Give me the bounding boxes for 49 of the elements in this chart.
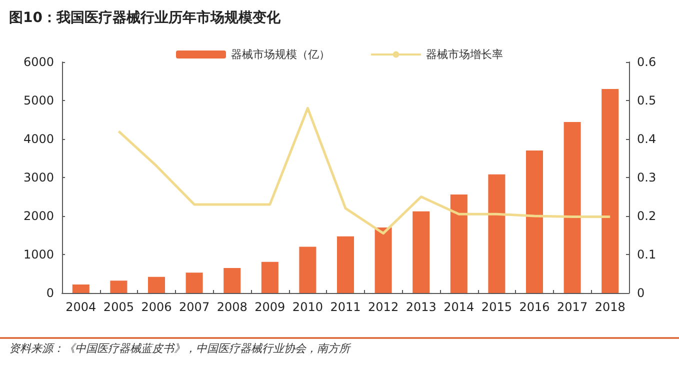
bar (374, 228, 392, 293)
x-tick-label: 2012 (368, 300, 399, 314)
x-tick-label: 2015 (481, 300, 512, 314)
text: 资料来源：《中国医疗器械蓝皮书》，中国医疗器械行业协会，南方所 (9, 342, 352, 355)
y-tick-label: 1000 (23, 248, 54, 262)
bar (526, 150, 544, 293)
bar (564, 122, 581, 293)
x-tick-label: 2004 (66, 300, 96, 314)
y2-tick-label: 0.1 (637, 248, 656, 262)
x-tick-label: 2018 (594, 300, 626, 314)
bar (110, 280, 128, 293)
y2-tick-label: 0.2 (637, 209, 656, 223)
bar (450, 194, 468, 293)
y-tick-label: 0 (46, 286, 54, 300)
y-tick-label: 4000 (23, 132, 54, 146)
y2-tick-label: 0 (637, 286, 645, 300)
x-tick-label: 2006 (141, 300, 172, 314)
x-tick-label: 2014 (444, 300, 474, 314)
bar (261, 262, 278, 293)
x-tick-label: 2013 (406, 300, 436, 314)
legend-label: 器械市场增长率 (426, 48, 503, 61)
y2-tick-label: 0.4 (637, 132, 656, 146)
x-tick-label: 2007 (179, 300, 210, 314)
bar (602, 88, 619, 293)
y2-tick-label: 0.6 (637, 55, 656, 69)
legend-label: 器械市场规模（亿） (231, 48, 330, 61)
y2-tick-label: 0.3 (637, 170, 656, 184)
bar (148, 276, 166, 293)
line-series (117, 106, 612, 235)
y-tick-label: 2000 (23, 209, 54, 223)
bar (186, 272, 203, 293)
x-tick-label: 2017 (557, 300, 588, 314)
y-tick-label: 5000 (23, 94, 54, 108)
x-tick-label: 2009 (254, 300, 286, 314)
y-tick-label: 3000 (23, 170, 54, 184)
x-tick-label: 2016 (519, 300, 550, 314)
x-tick-label: 2011 (330, 300, 361, 314)
x-tick-label: 2010 (292, 300, 323, 314)
bar (224, 268, 241, 293)
bar (336, 236, 354, 293)
bar (412, 211, 430, 293)
bar (488, 174, 506, 293)
x-tick-label: 2005 (103, 300, 134, 314)
x-tick-label: 2008 (216, 300, 248, 314)
y-tick-label: 6000 (23, 55, 54, 69)
y2-tick-label: 0.5 (637, 94, 656, 108)
bar (299, 246, 316, 293)
chart-title: 图10：我国医疗器械行业历年市场规模变化 (9, 9, 282, 26)
bar (72, 284, 90, 293)
